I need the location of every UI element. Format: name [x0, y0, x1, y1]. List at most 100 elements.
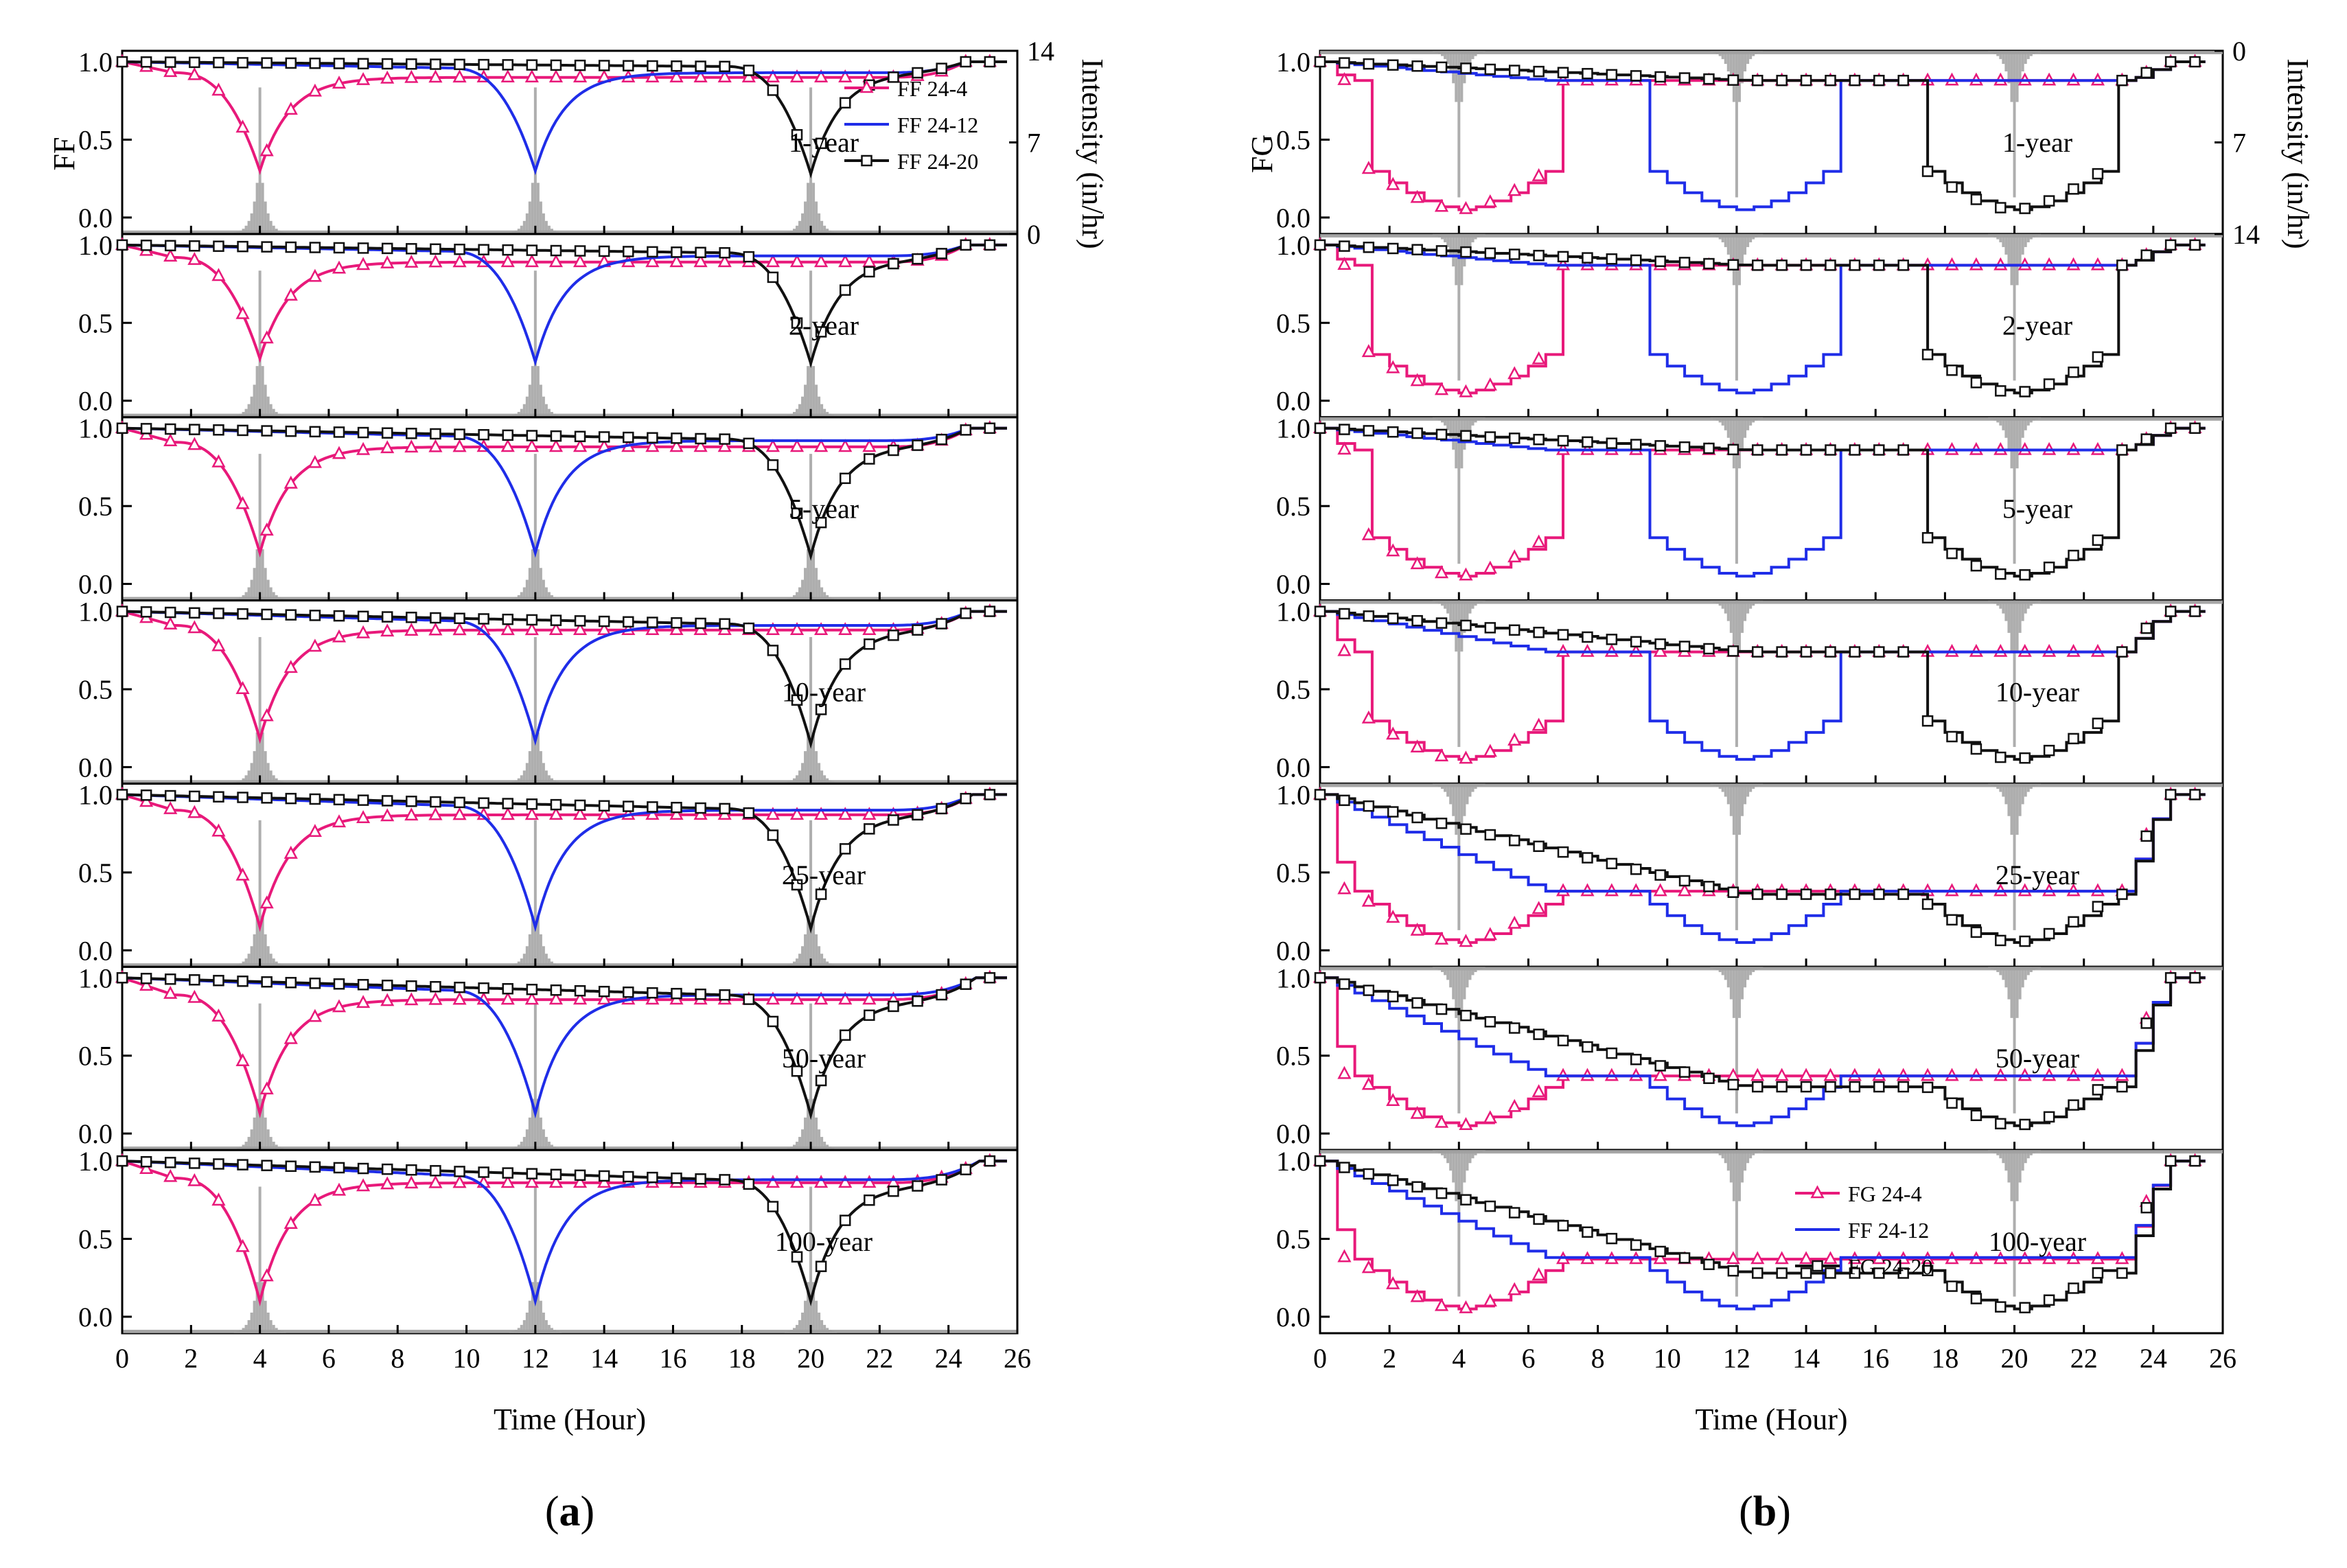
marker-triangle — [573, 807, 588, 820]
marker-square — [1825, 260, 1836, 271]
intensity-bar — [2004, 600, 2008, 621]
marker-square — [333, 426, 345, 438]
marker-square — [671, 433, 682, 444]
intensity-baseline — [122, 780, 1017, 784]
marker-triangle — [838, 807, 853, 820]
marker-triangle — [1361, 527, 1376, 540]
intensity-bar — [2002, 967, 2005, 980]
intensity-bar — [1732, 1150, 1735, 1201]
intensity-bar — [253, 934, 256, 967]
marker-square — [1363, 800, 1375, 812]
marker-square — [1800, 74, 1812, 87]
intensity-bar — [1444, 417, 1447, 426]
intensity-bar — [2021, 600, 2024, 621]
x-tick-label: 20 — [2001, 1343, 2028, 1374]
panel-label: (a) — [545, 1488, 594, 1535]
marker-triangle — [789, 807, 805, 820]
marker-square — [671, 246, 682, 258]
marker-triangle — [669, 807, 684, 820]
intensity-bar — [269, 404, 273, 417]
intensity-baseline — [122, 597, 1017, 601]
marker-square — [2019, 1302, 2031, 1314]
marker-square — [1921, 349, 1934, 360]
marker-square — [647, 246, 658, 258]
intensity-bar — [525, 946, 529, 967]
intensity-bar — [1446, 600, 1450, 614]
marker-square — [960, 792, 972, 805]
marker-square — [164, 606, 176, 619]
intensity-bar — [2026, 233, 2030, 242]
subplot-2-year: 0.0 0.5 1.0 2-year — [1276, 230, 2224, 419]
marker-square — [381, 1163, 393, 1175]
marker-square — [1921, 165, 1934, 177]
intensity-bar — [815, 568, 818, 601]
intensity-bar — [2018, 783, 2022, 816]
intensity-bar — [1471, 600, 1475, 609]
marker-square — [743, 993, 755, 1005]
marker-triangle — [573, 439, 588, 452]
marker-triangle — [1337, 72, 1352, 85]
marker-square — [1484, 63, 1496, 76]
marker-square — [2092, 901, 2104, 912]
intensity-bar — [250, 1129, 253, 1151]
intensity-bar — [1749, 600, 1753, 609]
marker-square — [912, 67, 923, 79]
marker-square — [164, 240, 176, 252]
intensity-bar — [809, 636, 813, 784]
marker-triangle — [573, 622, 588, 636]
intensity-bar — [272, 225, 275, 234]
marker-square — [598, 1170, 610, 1182]
subplot-label: 10-year — [782, 676, 866, 707]
marker-triangle — [548, 254, 564, 268]
marker-triangle — [500, 622, 515, 636]
intensity-bar — [818, 763, 821, 784]
marker-square — [1873, 1081, 1885, 1093]
marker-square — [478, 982, 489, 994]
subplot-25-year: 0.0 0.5 1.0 25-year — [1276, 779, 2224, 968]
marker-square — [1533, 433, 1545, 446]
marker-triangle — [789, 991, 805, 1005]
intensity-bar — [542, 946, 545, 967]
marker-triangle — [789, 439, 805, 452]
marker-square — [550, 1168, 562, 1181]
intensity-bar — [2007, 51, 2011, 84]
intensity-bar — [1463, 600, 1466, 633]
series-line-FG-24-20 — [1320, 426, 2206, 578]
intensity-bar — [796, 592, 799, 601]
intensity-bar — [1737, 417, 1741, 469]
marker-square — [1314, 56, 1326, 68]
y-tick-label: 0.0 — [1276, 1118, 1310, 1149]
marker-triangle — [789, 1175, 805, 1188]
marker-square — [574, 615, 586, 627]
marker-square — [960, 978, 972, 990]
marker-square — [526, 984, 538, 995]
intensity-bar — [1729, 1150, 1733, 1183]
marker-square — [671, 60, 682, 72]
marker-square — [1630, 636, 1642, 648]
intensity-bar — [2018, 233, 2022, 267]
marker-square — [767, 1015, 779, 1028]
marker-square — [2116, 888, 2128, 900]
y-tick-label: 0.0 — [1276, 386, 1310, 417]
marker-triangle — [1410, 922, 1424, 936]
x-tick-label: 22 — [2070, 1343, 2098, 1374]
marker-square — [357, 979, 369, 991]
marker-square — [430, 243, 441, 255]
intensity-baseline — [122, 1330, 1017, 1333]
marker-square — [189, 974, 200, 986]
marker-square — [237, 792, 248, 803]
marker-square — [1703, 442, 1715, 454]
marker-square — [598, 986, 610, 998]
marker-square — [1630, 70, 1642, 82]
intensity-bar — [1741, 1150, 1744, 1183]
x-tick-label: 24 — [2140, 1343, 2167, 1374]
marker-square — [719, 60, 730, 73]
marker-square — [213, 608, 224, 619]
marker-triangle — [765, 622, 780, 636]
intensity-bar — [2021, 233, 2024, 255]
intensity-bar — [801, 763, 805, 784]
intensity-bar — [1466, 51, 1469, 72]
x-axis-title: Time (Hour) — [1695, 1403, 1847, 1436]
marker-square — [1995, 385, 2007, 397]
intensity-bar — [536, 915, 540, 967]
